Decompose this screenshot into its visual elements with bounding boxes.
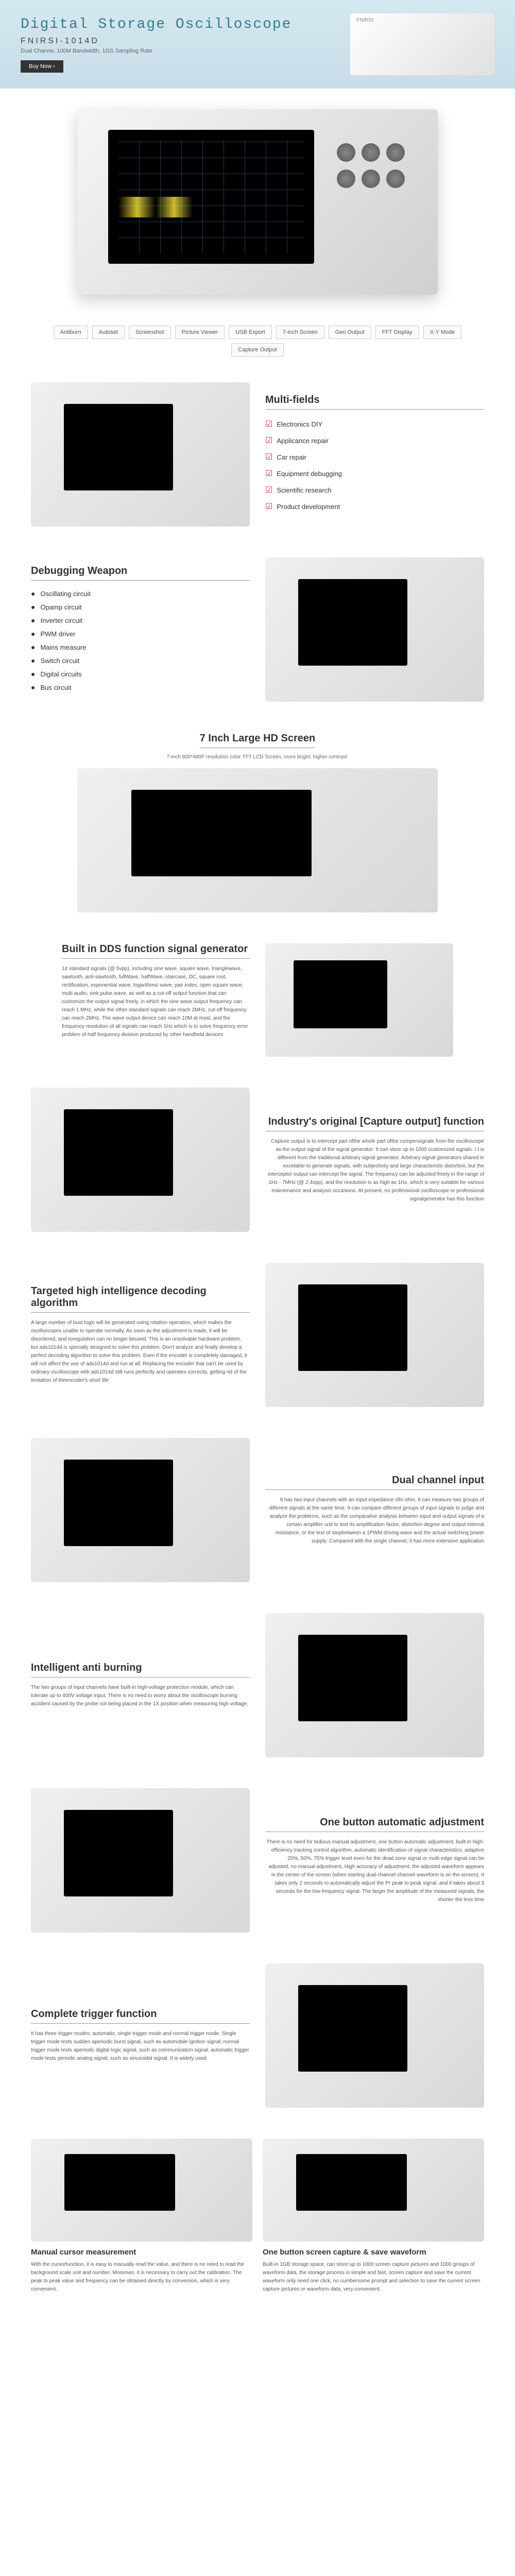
- list-item: Car repair: [265, 449, 484, 465]
- scope-screen: [108, 130, 314, 264]
- multifields-image: [31, 382, 250, 527]
- multifields-title: Multi-fields: [265, 394, 484, 410]
- hero-model: FNIRSI-1014D: [21, 37, 350, 46]
- tag: Gen Output: [329, 326, 371, 339]
- capture-title: Industry's original [Capture output] fun…: [265, 1116, 484, 1131]
- multifields-list: Electronics DIY Applicance repair Car re…: [265, 416, 484, 515]
- dds-image: [265, 943, 453, 1057]
- cursor-image: [31, 2139, 252, 2242]
- decoding-text: A large number of bust logic will be gen…: [31, 1319, 250, 1385]
- tag: X-Y Mode: [423, 326, 462, 339]
- autoadj-text: There is no need for tedious manual adju…: [265, 1838, 484, 1904]
- hero-product-image: [350, 13, 494, 75]
- trigger-text: It has three trigger modes: automatic, s…: [31, 2030, 250, 2063]
- debugging-list: Oscillating circuit Opamp circuit Invert…: [31, 587, 250, 694]
- tag: 7-inch Screen: [276, 326, 324, 339]
- trigger-section: Complete trigger function It has three t…: [0, 1948, 515, 2123]
- capture-image: [31, 1088, 250, 1232]
- debugging-title: Debugging Weapon: [31, 565, 250, 581]
- debugging-section: Debugging Weapon Oscillating circuit Opa…: [0, 542, 515, 717]
- capture-text: Capture output is to intercept part ofth…: [265, 1138, 484, 1204]
- screencap-image: [263, 2139, 484, 2242]
- tag: Picture Viewer: [175, 326, 225, 339]
- list-item: Electronics DIY: [265, 416, 484, 432]
- autoadj-title: One button automatic adjustment: [265, 1817, 484, 1832]
- debugging-image: [265, 557, 484, 702]
- cursor-title: Manual cursor measurement: [31, 2248, 252, 2257]
- list-item: Switch circuit: [31, 654, 250, 667]
- dualchannel-title: Dual channel input: [265, 1475, 484, 1490]
- tag: Autoset: [92, 326, 125, 339]
- dualchannel-section: Dual channel input It has two input chan…: [0, 1422, 515, 1598]
- hdscreen-image: [77, 768, 438, 912]
- decoding-section: Targeted high intelligence decoding algo…: [0, 1247, 515, 1422]
- list-item: PWM driver: [31, 627, 250, 640]
- list-item: Scientific research: [265, 482, 484, 498]
- cursor-col: Manual cursor measurement With the curso…: [31, 2139, 252, 2294]
- antiburn-title: Intelligent anti burning: [31, 1662, 250, 1677]
- dds-section: Built in DDS function signal generator 1…: [0, 928, 515, 1072]
- tag: Antiburn: [54, 326, 88, 339]
- list-item: Inverter circuit: [31, 614, 250, 627]
- tag: FFT Display: [375, 326, 419, 339]
- hdscreen-sub: 7-inch 800*480P resolution color TFT LCD…: [31, 754, 484, 760]
- hero-subtitle: Dual Channe, 100M Bandwidth, 1GS Samplin…: [21, 48, 350, 54]
- dds-title: Built in DDS function signal generator: [62, 943, 250, 959]
- scope-knobs: [324, 140, 417, 253]
- list-item: Oscillating circuit: [31, 587, 250, 600]
- antiburn-text: The two groups of input channels have bu…: [31, 1684, 250, 1708]
- list-item: Mains measure: [31, 640, 250, 654]
- hero-title: Digital Storage Oscilloscope: [21, 16, 350, 32]
- list-item: Opamp circuit: [31, 600, 250, 614]
- buy-now-button[interactable]: Buy Now ›: [21, 60, 63, 73]
- feature-tags: Antiburn Autoset Screenshot Picture View…: [0, 315, 515, 367]
- screencap-text: Built-in 1GB storage space, can store up…: [263, 2261, 484, 2294]
- dualchannel-image: [31, 1438, 250, 1582]
- screencap-title: One button screen capture & save wavefor…: [263, 2248, 484, 2257]
- list-item: Applicance repair: [265, 432, 484, 449]
- dds-text: 14 standard signals (@ 5vpp), including …: [62, 965, 250, 1039]
- hdscreen-title: 7 Inch Large HD Screen: [200, 733, 316, 748]
- cursor-text: With the cursorfunction, it is easy to m…: [31, 2261, 252, 2294]
- hero-text: Digital Storage Oscilloscope FNIRSI-1014…: [21, 16, 350, 73]
- autoadj-image: [31, 1788, 250, 1933]
- antiburn-section: Intelligent anti burning The two groups …: [0, 1598, 515, 1773]
- tag: Capture Output: [231, 343, 283, 357]
- autoadj-section: One button automatic adjustment There is…: [0, 1773, 515, 1948]
- trigger-image: [265, 1963, 484, 2108]
- decoding-title: Targeted high intelligence decoding algo…: [31, 1285, 250, 1313]
- antiburn-image: [265, 1613, 484, 1757]
- capture-section: Industry's original [Capture output] fun…: [0, 1072, 515, 1247]
- list-item: Bus circuit: [31, 681, 250, 694]
- screencap-col: One button screen capture & save wavefor…: [263, 2139, 484, 2294]
- multifields-section: Multi-fields Electronics DIY Applicance …: [0, 367, 515, 542]
- tag: USB Export: [229, 326, 271, 339]
- oscilloscope-image: [77, 109, 438, 295]
- hdscreen-section: 7 Inch Large HD Screen 7-inch 800*480P r…: [0, 717, 515, 928]
- bottom-row: Manual cursor measurement With the curso…: [0, 2123, 515, 2309]
- dualchannel-text: It has two input channels with an input …: [265, 1496, 484, 1546]
- list-item: Digital circuits: [31, 667, 250, 681]
- tag: Screenshot: [129, 326, 171, 339]
- list-item: Equipment debugging: [265, 465, 484, 482]
- decoding-image: [265, 1263, 484, 1407]
- trigger-title: Complete trigger function: [31, 2008, 250, 2024]
- hero-banner: Digital Storage Oscilloscope FNIRSI-1014…: [0, 0, 515, 89]
- main-product-section: [0, 89, 515, 315]
- list-item: Product development: [265, 498, 484, 515]
